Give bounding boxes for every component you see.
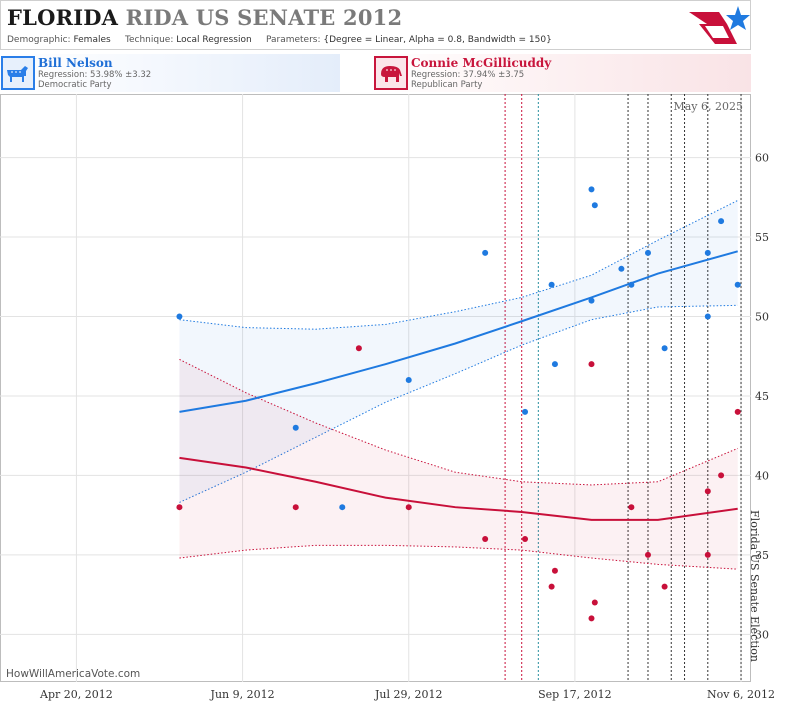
dem-poll-point (482, 249, 489, 256)
rep-poll-point (482, 535, 489, 542)
data-points (176, 186, 741, 622)
demographic-label: Demographic: (7, 35, 71, 45)
title-rest: RIDA US SENATE 2012 (125, 5, 403, 30)
rep-candidate-name: Connie McGillicuddy (411, 56, 552, 70)
rep-poll-point (405, 504, 412, 511)
dem-poll-point (661, 345, 668, 352)
rep-poll-point (522, 535, 529, 542)
y-axis-ticks: 30 35 40 45 50 55 60 (755, 152, 769, 642)
rep-poll-point (588, 361, 595, 368)
y-tick-label: 55 (755, 231, 769, 244)
dem-poll-point (588, 297, 595, 304)
y-tick-label: 45 (755, 390, 769, 403)
election-event-label: Florida US Senate Election (748, 510, 761, 662)
rep-poll-point (551, 567, 558, 574)
rep-poll-point (176, 504, 183, 511)
dem-poll-point (734, 281, 741, 288)
plot-border (0, 94, 751, 682)
rep-poll-point (591, 599, 598, 606)
y-tick-label: 60 (755, 152, 769, 165)
dem-party-label: Democratic Party (38, 80, 112, 90)
candidate-panel-democrat: Bill Nelson Regression: 53.98% ±3.32 Dem… (0, 54, 340, 92)
rep-poll-point (628, 504, 635, 511)
dem-poll-point (704, 313, 711, 320)
technique-value: Local Regression (176, 35, 252, 45)
y-tick-label: 40 (755, 469, 769, 482)
poll-chart: 30 35 40 45 50 55 60 Apr 20, 2012 Jun 9, 2012 Ju… (0, 94, 775, 701)
rep-poll-point (292, 504, 299, 511)
rep-poll-point (644, 551, 651, 558)
parameters-label: Parameters: (265, 35, 321, 45)
parameters-line: Demographic: Females Technique: Local Re… (7, 35, 552, 45)
y-tick-label: 50 (755, 310, 769, 323)
rep-poll-point (704, 488, 711, 495)
page-title: FLORIDA RIDA US SENATE 2012 (7, 5, 402, 30)
vertical-markers (504, 94, 742, 682)
dem-poll-point (588, 186, 595, 193)
rep-poll-point (704, 551, 711, 558)
dem-poll-point (628, 281, 635, 288)
rep-poll-point (718, 472, 725, 479)
dem-poll-point (718, 218, 725, 225)
demographic-value: Females (73, 35, 111, 45)
rep-party-label: Republican Party (411, 80, 483, 90)
dem-poll-point (551, 361, 558, 368)
dem-poll-point (704, 249, 711, 256)
dem-band-upper-line (179, 200, 738, 330)
x-tick-label: Jun 9, 2012 (210, 688, 275, 701)
x-tick-label: Nov 6, 2012 (707, 688, 775, 701)
rep-poll-point (661, 583, 668, 590)
parameters-value: {Degree = Linear, Alpha = 0.8, Bandwidth… (323, 35, 552, 45)
x-tick-label: Jul 29, 2012 (374, 688, 443, 701)
dem-poll-point (618, 265, 625, 272)
candidate-panel-republican: Connie McGillicuddy Regression: 37.94% ±… (373, 54, 751, 92)
star-flag-logo-icon (689, 6, 750, 44)
dem-poll-point (176, 313, 183, 320)
date-label: May 6, 2025 (673, 100, 743, 113)
y-tick-label: 35 (755, 549, 769, 562)
x-tick-label: Apr 20, 2012 (39, 688, 113, 701)
dem-confidence-band (179, 200, 738, 503)
elephant-icon (374, 56, 408, 90)
dem-poll-point (339, 504, 346, 511)
rep-poll-point (734, 408, 741, 415)
dem-regression-value: Regression: 53.98% ±3.32 (38, 70, 152, 80)
header: FLORIDA RIDA US SENATE 2012 Demographic:… (0, 0, 751, 50)
rep-regression-value: Regression: 37.94% ±3.75 (411, 70, 525, 80)
dem-candidate-name: Bill Nelson (38, 56, 113, 70)
watermark: HowWillAmericaVote.com (6, 668, 141, 680)
dem-poll-point (548, 281, 555, 288)
rep-trend-line (179, 456, 738, 521)
dem-band-lower-line (179, 304, 738, 503)
trend-lines (179, 250, 738, 521)
rep-confidence-band (179, 359, 738, 570)
x-axis-ticks: Apr 20, 2012 Jun 9, 2012 Jul 29, 2012 Sep 1… (39, 688, 775, 701)
dem-poll-point (522, 408, 529, 415)
rep-poll-point (355, 345, 362, 352)
rep-poll-point (588, 615, 595, 622)
title-main: FLORIDA (7, 5, 119, 30)
dem-poll-point (644, 249, 651, 256)
technique-label: Technique: (125, 35, 174, 45)
dem-poll-point (405, 377, 412, 384)
plot-area (0, 94, 751, 682)
y-tick-label: 30 (755, 628, 769, 641)
dem-trend-line (179, 250, 738, 413)
rep-band-upper-line (179, 358, 738, 486)
rep-poll-point (548, 583, 555, 590)
dem-poll-point (591, 202, 598, 209)
x-tick-label: Sep 17, 2012 (538, 688, 612, 701)
confidence-bands (179, 200, 738, 570)
dem-poll-point (292, 424, 299, 431)
donkey-icon (1, 56, 35, 90)
